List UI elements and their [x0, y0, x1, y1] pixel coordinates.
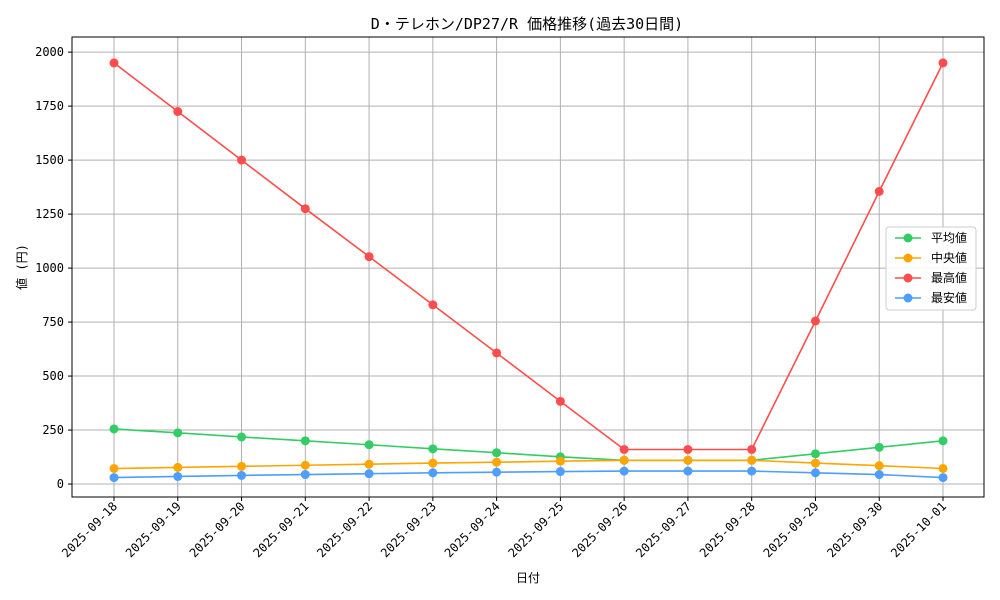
y-tick-label: 1000: [35, 261, 64, 275]
data-point: [619, 455, 629, 465]
data-point: [173, 462, 183, 472]
data-point: [364, 252, 374, 262]
y-tick-label: 500: [42, 369, 64, 383]
data-point: [938, 473, 948, 483]
data-point: [874, 186, 884, 196]
y-axis-label: 値 (円): [14, 244, 29, 290]
legend-box: [885, 226, 977, 311]
series-line: [113, 428, 944, 462]
y-tick-label: 2000: [35, 45, 64, 59]
legend-label: 中央値: [931, 250, 967, 265]
x-tick-label: 2025-09-26: [569, 499, 630, 560]
data-point: [237, 470, 247, 480]
y-tick-label: 0: [57, 477, 64, 491]
series-line: [113, 62, 944, 451]
chart-title: D・テレホン/DP27/R 価格推移(過去30日間): [371, 15, 683, 33]
legend-swatch-marker: [903, 273, 913, 283]
data-point: [938, 436, 948, 446]
data-point: [938, 463, 948, 473]
data-point: [173, 428, 183, 438]
data-point: [173, 471, 183, 481]
y-tick-label: 1250: [35, 207, 64, 221]
x-tick-label: 2025-09-22: [314, 499, 375, 560]
data-point: [492, 348, 502, 358]
data-point: [747, 466, 757, 476]
y-tick-label: 250: [42, 423, 64, 437]
x-tick-label: 2025-09-19: [123, 499, 184, 560]
data-point: [874, 442, 884, 452]
data-point: [109, 473, 119, 483]
series-line: [113, 470, 944, 479]
data-point: [428, 468, 438, 478]
data-point: [237, 461, 247, 471]
data-point: [173, 107, 183, 117]
data-point: [300, 460, 310, 470]
legend-label: 最安値: [931, 290, 967, 305]
y-tick-label: 750: [42, 315, 64, 329]
x-tick-label: 2025-09-20: [187, 499, 248, 560]
series-line: [113, 459, 944, 470]
x-tick-label: 2025-09-21: [250, 499, 311, 560]
data-point: [428, 444, 438, 454]
y-tick-label: 1750: [35, 99, 64, 113]
data-point: [109, 463, 119, 473]
data-point: [109, 424, 119, 434]
data-point: [237, 432, 247, 442]
data-point: [810, 468, 820, 478]
plot-frame: [71, 36, 985, 498]
x-tick-label: 2025-09-18: [59, 499, 120, 560]
data-point: [810, 316, 820, 326]
data-point: [619, 466, 629, 476]
data-point: [492, 448, 502, 458]
data-point: [683, 455, 693, 465]
grid: [72, 37, 984, 497]
y-axis-ticks: 0 250 500 750 1000 1250 1500 1750 2000: [35, 45, 72, 491]
x-tick-label: 2025-09-29: [761, 499, 822, 560]
x-axis-ticks: 2025-09-18 2025-09-19 2025-09-20 2025-09-21…: [59, 497, 949, 560]
legend-swatch-marker: [903, 253, 913, 263]
x-tick-label: 2025-09-24: [442, 499, 503, 560]
data-point: [683, 444, 693, 454]
data-point: [747, 455, 757, 465]
data-point: [492, 467, 502, 477]
data-point: [810, 458, 820, 468]
x-tick-label: 2025-10-01: [888, 499, 949, 560]
data-point: [300, 436, 310, 446]
data-point: [683, 466, 693, 476]
x-tick-label: 2025-09-23: [378, 499, 439, 560]
data-point: [555, 456, 565, 466]
data-point: [619, 444, 629, 454]
data-point: [747, 444, 757, 454]
data-point: [364, 469, 374, 479]
data-point: [810, 449, 820, 459]
data-point: [555, 396, 565, 406]
x-tick-label: 2025-09-27: [633, 499, 694, 560]
data-point: [555, 467, 565, 477]
x-tick-label: 2025-09-28: [697, 499, 758, 560]
data-point: [428, 300, 438, 310]
data-point: [874, 461, 884, 471]
data-point: [237, 155, 247, 165]
data-point: [364, 440, 374, 450]
series-group: [109, 58, 948, 483]
data-point: [300, 470, 310, 480]
data-point: [300, 204, 310, 214]
data-point: [364, 459, 374, 469]
data-point: [874, 470, 884, 480]
legend-label: 最高値: [931, 270, 967, 285]
legend-label: 平均値: [931, 230, 967, 245]
legend-swatch-marker: [903, 233, 913, 243]
legend-swatch-marker: [903, 293, 913, 303]
x-axis-label: 日付: [516, 571, 540, 585]
data-point: [938, 58, 948, 68]
y-tick-label: 1500: [35, 153, 64, 167]
data-point: [492, 457, 502, 467]
data-point: [109, 58, 119, 68]
x-tick-label: 2025-09-30: [824, 499, 885, 560]
x-tick-label: 2025-09-25: [506, 499, 567, 560]
data-point: [428, 458, 438, 468]
